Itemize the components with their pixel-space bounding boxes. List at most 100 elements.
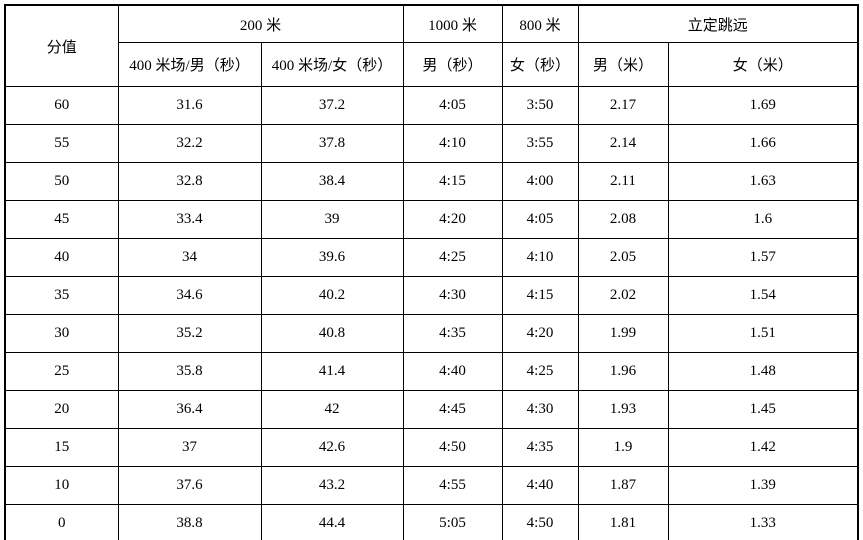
value-cell: 34 [117, 238, 262, 277]
value-cell: 1.66 [667, 124, 859, 163]
table-row: 15 37 42.6 4:50 4:35 1.9 1.42 [4, 428, 859, 467]
header-group-standing-long-jump: 立定跳远 [577, 4, 859, 43]
value-cell: 4:45 [402, 390, 503, 429]
value-cell: 4:15 [402, 162, 503, 201]
value-cell: 1.87 [577, 466, 669, 505]
subheader-400m-track-female: 400 米场/女（秒） [260, 42, 404, 87]
value-cell: 39.6 [260, 238, 404, 277]
subheader-1000m-male: 男（秒） [402, 42, 503, 87]
value-cell: 4:40 [501, 466, 579, 505]
value-cell: 4:50 [402, 428, 503, 467]
value-cell: 36.4 [117, 390, 262, 429]
header-score: 分值 [4, 4, 119, 87]
value-cell: 35.8 [117, 352, 262, 391]
score-cell: 25 [4, 352, 119, 391]
value-cell: 1.39 [667, 466, 859, 505]
value-cell: 2.14 [577, 124, 669, 163]
value-cell: 35.2 [117, 314, 262, 353]
value-cell: 32.2 [117, 124, 262, 163]
score-cell: 30 [4, 314, 119, 353]
value-cell: 37 [117, 428, 262, 467]
value-cell: 1.33 [667, 504, 859, 540]
value-cell: 38.8 [117, 504, 262, 540]
table-row: 60 31.6 37.2 4:05 3:50 2.17 1.69 [4, 86, 859, 125]
value-cell: 38.4 [260, 162, 404, 201]
subheader-800m-female: 女（秒） [501, 42, 579, 87]
header-sub-row: 400 米场/男（秒） 400 米场/女（秒） 男（秒） 女（秒） 男（米） 女… [5, 42, 859, 87]
value-cell: 1.81 [577, 504, 669, 540]
value-cell: 37.2 [260, 86, 404, 125]
value-cell: 2.11 [577, 162, 669, 201]
value-cell: 2.08 [577, 200, 669, 239]
value-cell: 37.6 [117, 466, 262, 505]
value-cell: 4:25 [402, 238, 503, 277]
score-cell: 15 [4, 428, 119, 467]
value-cell: 3:50 [501, 86, 579, 125]
value-cell: 4:10 [501, 238, 579, 277]
table-row: 10 37.6 43.2 4:55 4:40 1.87 1.39 [4, 466, 859, 505]
header-group-200m: 200 米 [117, 4, 404, 43]
table-row: 50 32.8 38.4 4:15 4:00 2.11 1.63 [4, 162, 859, 201]
table-row: 30 35.2 40.8 4:35 4:20 1.99 1.51 [4, 314, 859, 353]
value-cell: 40.2 [260, 276, 404, 315]
value-cell: 4:20 [402, 200, 503, 239]
table-row: 20 36.4 42 4:45 4:30 1.93 1.45 [4, 390, 859, 429]
score-cell: 40 [4, 238, 119, 277]
table-body: 60 31.6 37.2 4:05 3:50 2.17 1.69 55 32.2 37.8 4:10… [4, 86, 859, 540]
value-cell: 4:40 [402, 352, 503, 391]
value-cell: 1.96 [577, 352, 669, 391]
value-cell: 44.4 [260, 504, 404, 540]
score-standards-table: 分值 200 米 1000 米 800 米 立定跳远 400 米场/男（秒） 4… [4, 4, 860, 540]
value-cell: 4:35 [402, 314, 503, 353]
value-cell: 42 [260, 390, 404, 429]
value-cell: 41.4 [260, 352, 404, 391]
subheader-400m-track-male: 400 米场/男（秒） [117, 42, 262, 87]
subheader-jump-female: 女（米） [667, 42, 859, 87]
value-cell: 1.57 [667, 238, 859, 277]
value-cell: 1.99 [577, 314, 669, 353]
table-row: 55 32.2 37.8 4:10 3:55 2.14 1.66 [4, 124, 859, 163]
score-cell: 0 [4, 504, 119, 540]
value-cell: 1.63 [667, 162, 859, 201]
value-cell: 40.8 [260, 314, 404, 353]
subheader-jump-male: 男（米） [577, 42, 669, 87]
header-group-800m: 800 米 [501, 4, 579, 43]
value-cell: 1.42 [667, 428, 859, 467]
table-row: 35 34.6 40.2 4:30 4:15 2.02 1.54 [4, 276, 859, 315]
value-cell: 39 [260, 200, 404, 239]
value-cell: 2.17 [577, 86, 669, 125]
score-cell: 45 [4, 200, 119, 239]
value-cell: 1.9 [577, 428, 669, 467]
value-cell: 4:20 [501, 314, 579, 353]
value-cell: 1.6 [667, 200, 859, 239]
value-cell: 4:50 [501, 504, 579, 540]
value-cell: 34.6 [117, 276, 262, 315]
value-cell: 4:05 [501, 200, 579, 239]
value-cell: 37.8 [260, 124, 404, 163]
score-cell: 50 [4, 162, 119, 201]
header-group-row: 分值 200 米 1000 米 800 米 立定跳远 [4, 4, 859, 87]
score-cell: 55 [4, 124, 119, 163]
value-cell: 33.4 [117, 200, 262, 239]
value-cell: 1.51 [667, 314, 859, 353]
value-cell: 4:15 [501, 276, 579, 315]
table-row: 0 38.8 44.4 5:05 4:50 1.81 1.33 [4, 504, 859, 540]
value-cell: 5:05 [402, 504, 503, 540]
value-cell: 4:00 [501, 162, 579, 201]
header-group-1000m: 1000 米 [402, 4, 503, 43]
value-cell: 4:55 [402, 466, 503, 505]
value-cell: 1.69 [667, 86, 859, 125]
value-cell: 4:30 [501, 390, 579, 429]
value-cell: 4:30 [402, 276, 503, 315]
score-cell: 35 [4, 276, 119, 315]
value-cell: 2.05 [577, 238, 669, 277]
value-cell: 1.48 [667, 352, 859, 391]
value-cell: 31.6 [117, 86, 262, 125]
value-cell: 4:10 [402, 124, 503, 163]
value-cell: 32.8 [117, 162, 262, 201]
value-cell: 4:35 [501, 428, 579, 467]
score-cell: 60 [4, 86, 119, 125]
value-cell: 42.6 [260, 428, 404, 467]
table-row: 25 35.8 41.4 4:40 4:25 1.96 1.48 [4, 352, 859, 391]
